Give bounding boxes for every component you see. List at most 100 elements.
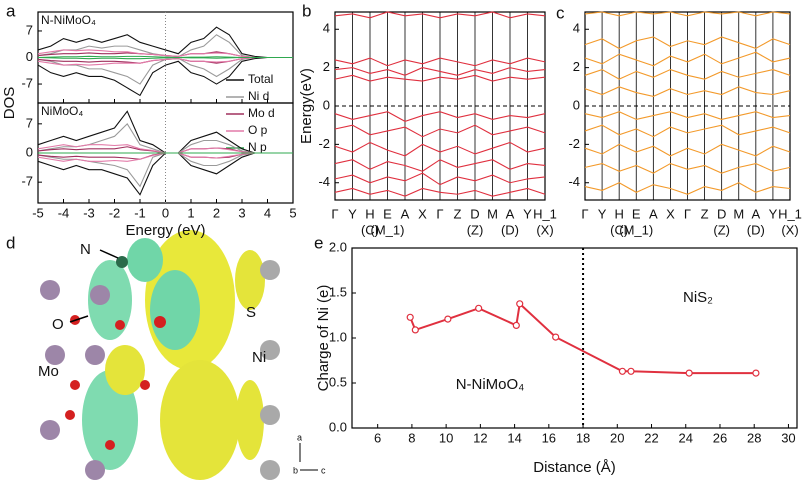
series-line bbox=[37, 56, 293, 97]
x-tick-label: Γ bbox=[684, 206, 691, 221]
series-line bbox=[334, 141, 546, 157]
panel-letter: a bbox=[6, 1, 16, 20]
o-atom bbox=[154, 316, 166, 328]
density-blob bbox=[127, 238, 163, 282]
structure-image: N O Mo S Ni a b c bbox=[35, 230, 335, 486]
x-tick-label: A bbox=[751, 206, 760, 221]
series-line bbox=[584, 182, 791, 195]
marker bbox=[516, 300, 524, 308]
x-tick-label: -1 bbox=[134, 205, 146, 220]
mo-atom bbox=[90, 285, 110, 305]
x-tick-label: Z bbox=[454, 206, 462, 221]
x-tick-label: D bbox=[470, 206, 479, 221]
x-tick-label: A bbox=[506, 206, 515, 221]
y-tick-label: 2 bbox=[573, 59, 580, 74]
density-blob bbox=[236, 380, 264, 460]
y-axis-label: Energy(eV) bbox=[298, 68, 315, 144]
x-tick-label: Z bbox=[701, 206, 709, 221]
series-line bbox=[584, 36, 791, 50]
y-axis-label: DOS bbox=[1, 87, 18, 120]
series-line bbox=[334, 124, 546, 138]
o-atom bbox=[115, 320, 125, 330]
mo-atom bbox=[40, 280, 60, 300]
x-tick-label: E bbox=[383, 206, 392, 221]
x-tick-label: -5 bbox=[32, 205, 44, 220]
x-tick-label: 8 bbox=[408, 430, 415, 445]
marker bbox=[475, 304, 483, 312]
panel-letter: e bbox=[314, 233, 323, 252]
y-tick-label: 7 bbox=[26, 115, 33, 130]
panel-letter: c bbox=[556, 3, 565, 22]
x-tick-label: -2 bbox=[109, 205, 121, 220]
x-tick-label: A bbox=[649, 206, 658, 221]
x-axis-label: Distance (Å) bbox=[533, 459, 616, 476]
x-tick-label: 6 bbox=[374, 430, 381, 445]
y-tick-label: 0 bbox=[323, 97, 330, 112]
y-tick-label: 4 bbox=[573, 21, 580, 36]
x-tick-sublabel: (M_1) bbox=[371, 222, 405, 237]
x-tick-sublabel: (D) bbox=[747, 222, 765, 237]
x-tick-label: X bbox=[666, 206, 675, 221]
y-tick-label: 0.0 bbox=[329, 419, 347, 434]
x-tick-label: 14 bbox=[507, 430, 521, 445]
x-tick-sublabel: (X) bbox=[536, 222, 553, 237]
marker bbox=[444, 315, 452, 323]
x-tick-label: -4 bbox=[58, 205, 70, 220]
x-tick-label: 0 bbox=[162, 205, 169, 220]
x-tick-label: H_1 bbox=[778, 206, 802, 221]
x-tick-label: 28 bbox=[747, 430, 761, 445]
axis-letter: b bbox=[293, 465, 298, 475]
series-line bbox=[334, 111, 546, 122]
y-tick-label: 2.0 bbox=[329, 239, 347, 254]
marker bbox=[618, 367, 627, 375]
y-tick-label: 0 bbox=[573, 97, 580, 112]
marker bbox=[406, 313, 414, 321]
ni-atom bbox=[260, 260, 280, 280]
x-tick-label: 5 bbox=[289, 205, 296, 220]
y-tick-label: -7 bbox=[21, 174, 33, 189]
ni-atom bbox=[260, 405, 280, 425]
legend-label: O p bbox=[248, 123, 268, 137]
x-tick-sublabel: (D) bbox=[501, 222, 519, 237]
marker bbox=[411, 326, 419, 334]
x-tick-label: E bbox=[632, 206, 641, 221]
mo-atom bbox=[45, 345, 65, 365]
y-tick-label: 2 bbox=[323, 59, 330, 74]
density-blob bbox=[88, 260, 132, 340]
x-tick-label: 10 bbox=[439, 430, 453, 445]
y-tick-label: -4 bbox=[568, 174, 580, 189]
x-tick-label: 12 bbox=[473, 430, 487, 445]
x-tick-label: M bbox=[487, 206, 498, 221]
series-line bbox=[584, 51, 791, 67]
x-tick-label: Y bbox=[523, 206, 532, 221]
ni-atom bbox=[260, 340, 280, 360]
series-line bbox=[334, 159, 546, 172]
density-blob bbox=[235, 250, 265, 310]
x-tick-label: 30 bbox=[781, 430, 795, 445]
x-tick-label: 16 bbox=[542, 430, 556, 445]
structure-label: Mo bbox=[38, 363, 59, 380]
series-line bbox=[584, 162, 791, 174]
subplot-title: N-NiMoO₄ bbox=[41, 13, 96, 27]
x-tick-label: H bbox=[614, 206, 623, 221]
n-atom bbox=[116, 256, 128, 268]
x-tick-label: 2 bbox=[213, 205, 220, 220]
y-tick-label: -2 bbox=[318, 136, 330, 151]
x-tick-sublabel: (Z) bbox=[467, 222, 484, 237]
x-tick-label: Y bbox=[769, 206, 778, 221]
o-atom bbox=[70, 380, 80, 390]
x-tick-sublabel: (C) bbox=[361, 222, 379, 237]
density-blob bbox=[150, 270, 200, 350]
x-tick-label: A bbox=[401, 206, 410, 221]
legend-label: Total bbox=[248, 72, 273, 86]
o-atom bbox=[105, 440, 115, 450]
x-tick-label: 4 bbox=[264, 205, 271, 220]
annotation: NiS₂ bbox=[683, 289, 713, 306]
x-tick-label: Γ bbox=[436, 206, 443, 221]
legend-label: N p bbox=[248, 140, 267, 154]
panel-letter: d bbox=[6, 233, 15, 252]
y-tick-label: 7 bbox=[26, 22, 33, 37]
x-tick-label: 3 bbox=[238, 205, 245, 220]
mo-atom bbox=[85, 460, 105, 480]
